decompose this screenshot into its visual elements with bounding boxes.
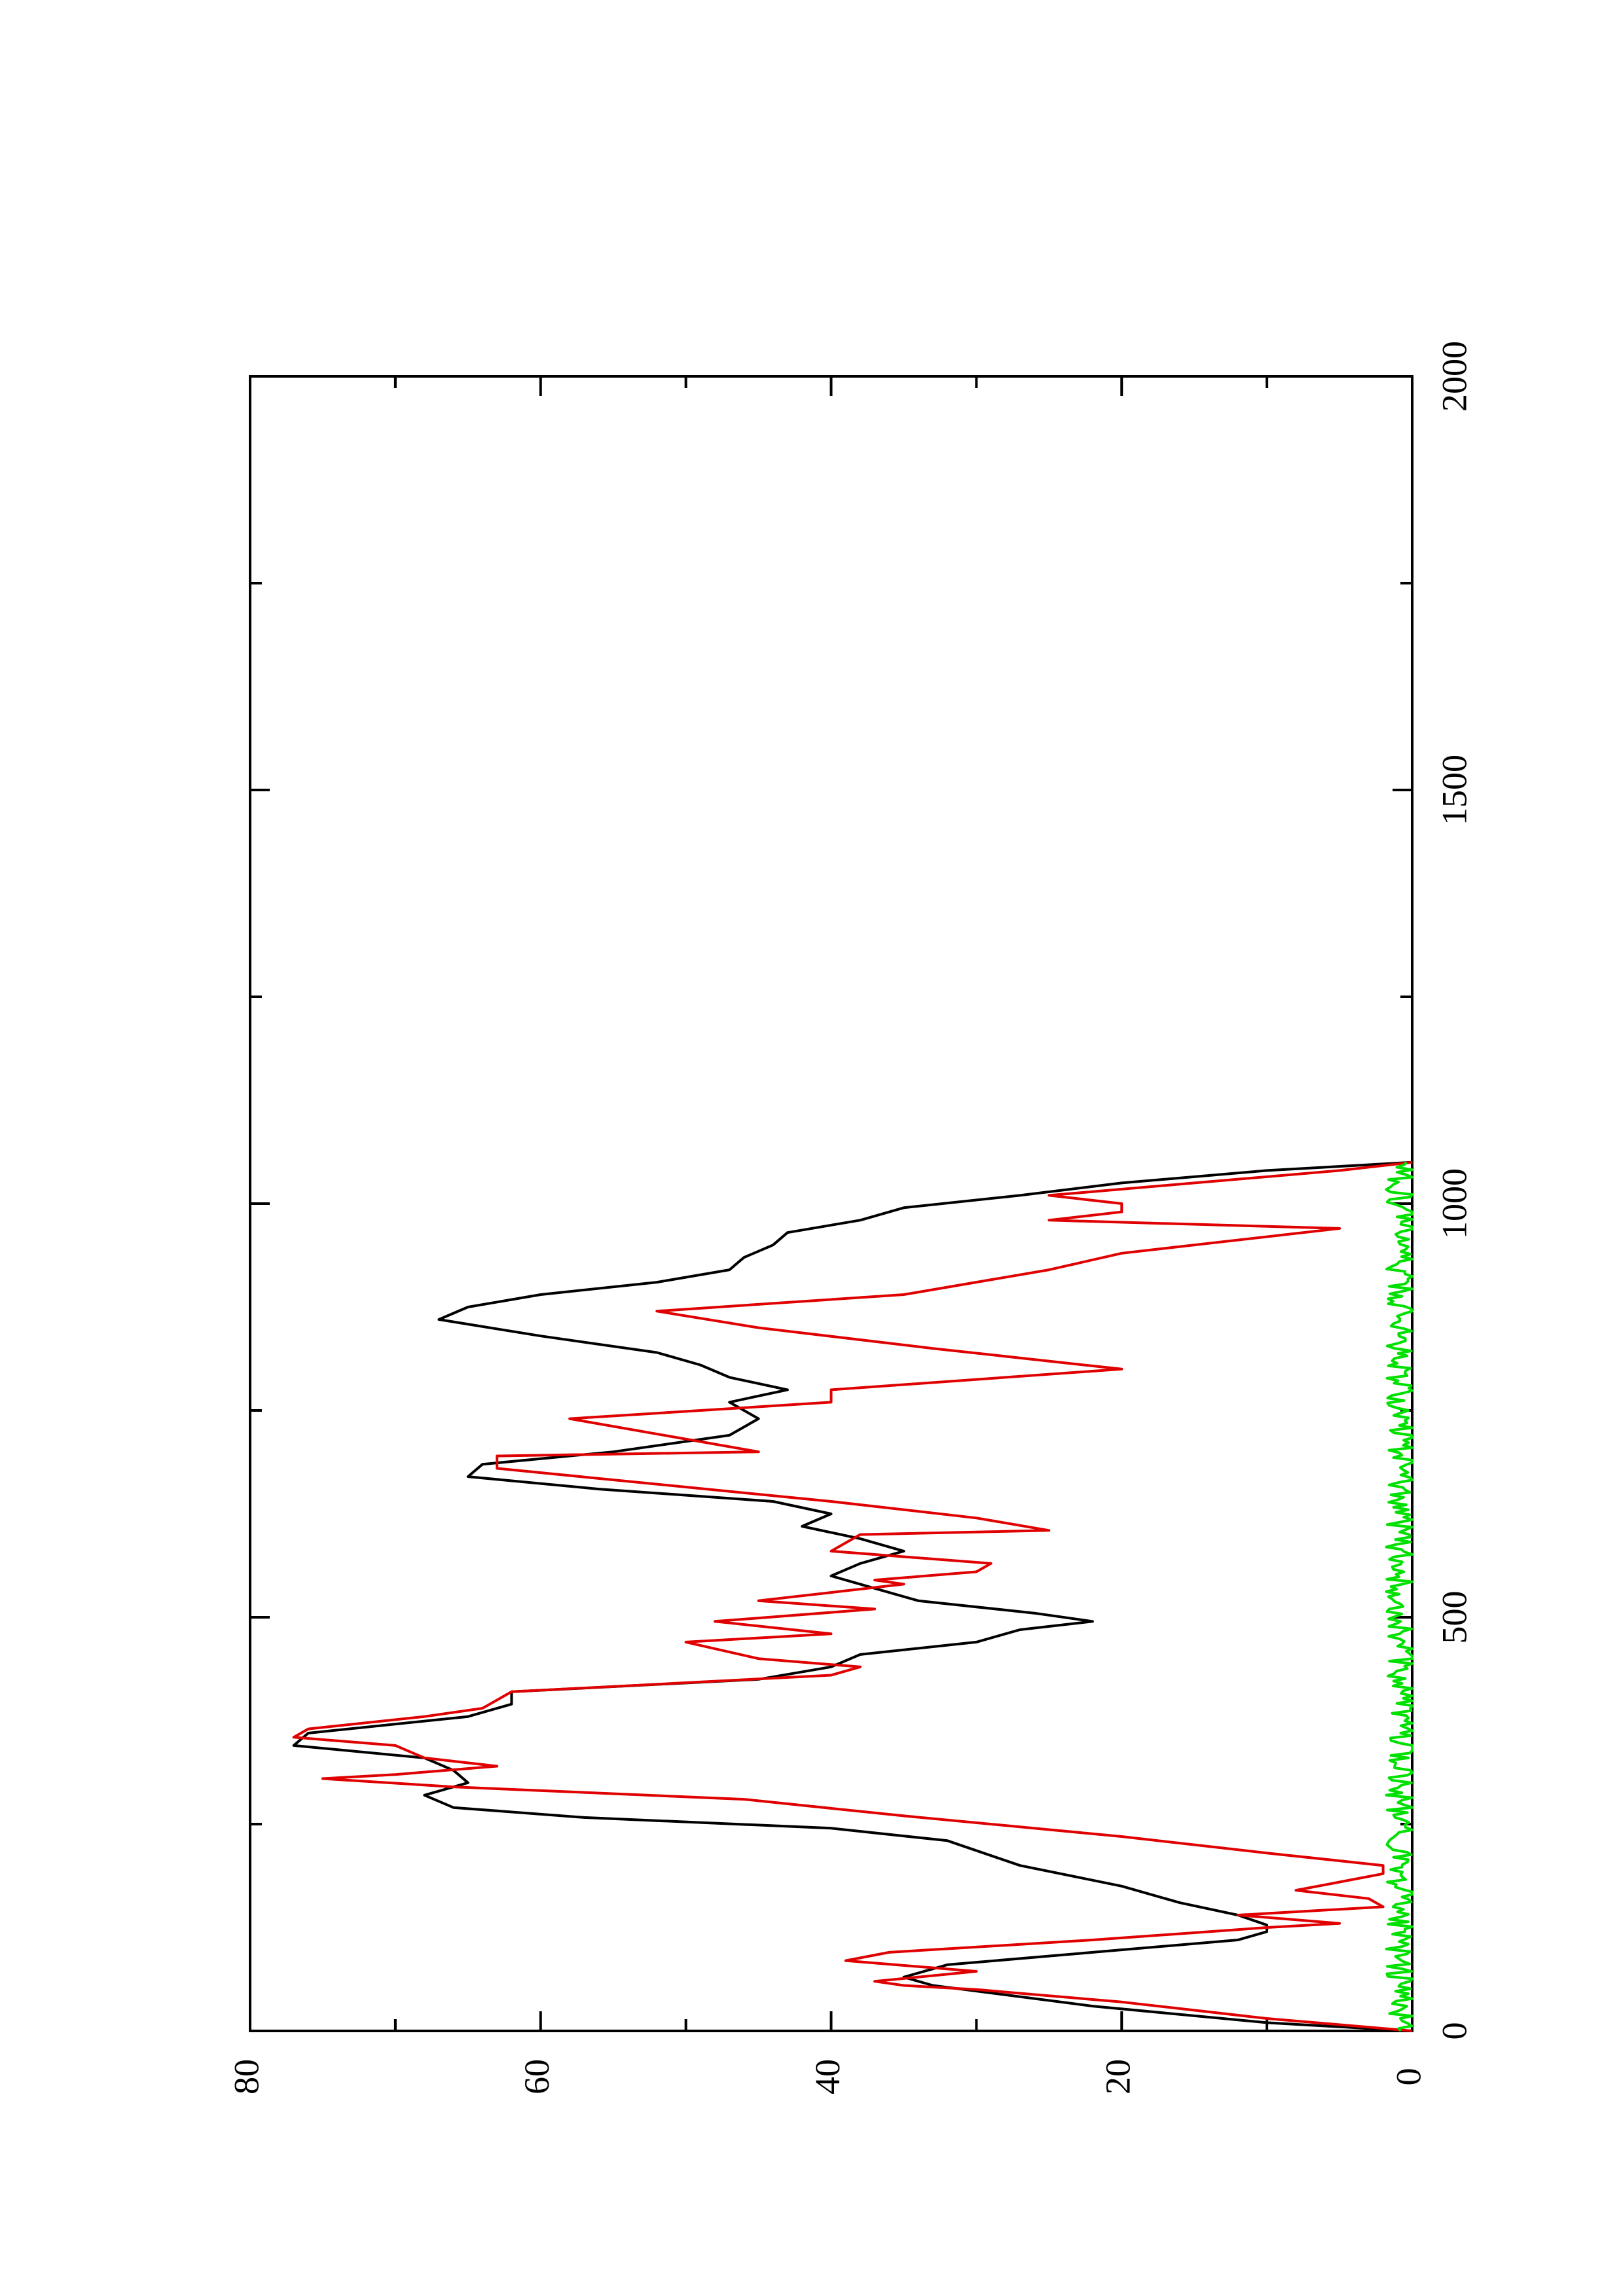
x-tick-label: 500 [1434,1591,1474,1644]
x-tick-label: 1500 [1434,755,1474,825]
y-tick-label: 40 [808,2059,847,2094]
y-tick-label: 60 [517,2059,556,2094]
series-layer [292,1160,1413,2032]
y-tick-label: 0 [1389,2068,1428,2086]
axis-ticks [249,375,1413,2032]
y-tick-label: 80 [227,2059,266,2094]
x-tick-label: 0 [1434,2022,1474,2040]
x-tick-label: 2000 [1434,341,1474,412]
series-line-3 [1385,1161,1413,2032]
series-line-1 [292,1160,1413,2032]
series-line-2 [292,1160,1413,2032]
plot-frame [249,375,1413,2032]
y-tick-label: 20 [1099,2059,1138,2094]
x-tick-label: 1000 [1434,1168,1474,1239]
tick-labels: 0 500 1000 1500 2000 0 20 40 60 80 [227,341,1474,2094]
